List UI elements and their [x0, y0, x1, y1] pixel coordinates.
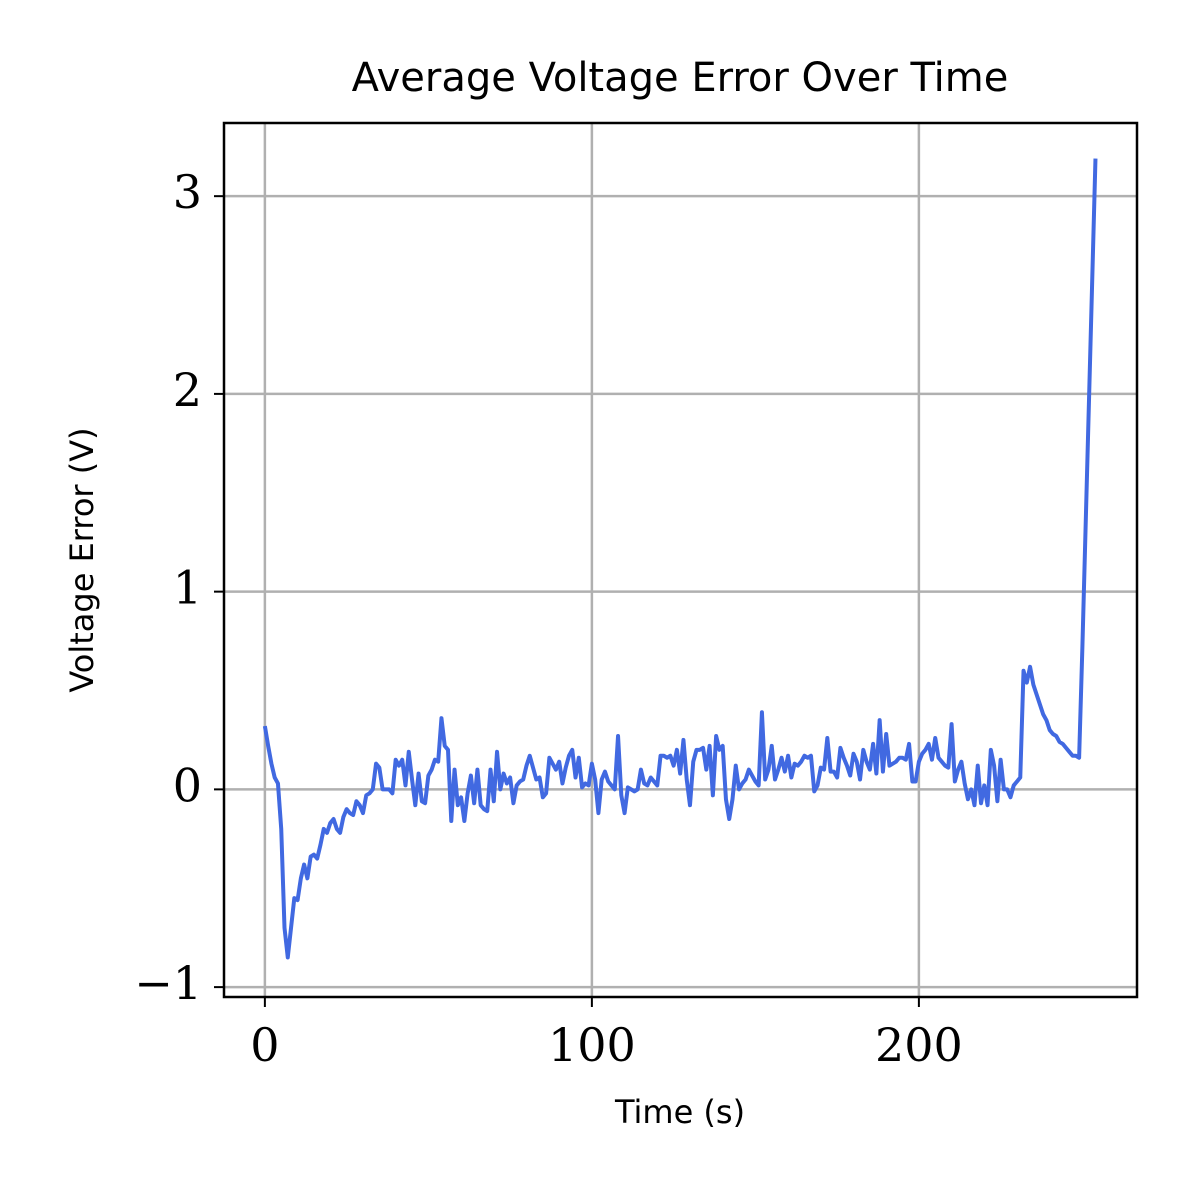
- x-axis-label: Time (s): [614, 1093, 745, 1131]
- chart-title: Average Voltage Error Over Time: [352, 55, 1009, 101]
- y-tick-label: 1: [173, 561, 202, 615]
- y-axis-label: Voltage Error (V): [63, 427, 101, 692]
- data-line: [262, 158, 1098, 960]
- x-tick-label: 100: [548, 1018, 636, 1072]
- plot-frame: [222, 121, 1139, 999]
- y-tick-label: 3: [173, 165, 202, 219]
- x-tick-label: 200: [875, 1018, 963, 1072]
- x-tick-label: 0: [250, 1018, 279, 1072]
- y-tick-label: 0: [173, 758, 202, 812]
- y-tick-label: 2: [173, 363, 202, 417]
- y-tick-label: −1: [134, 956, 202, 1010]
